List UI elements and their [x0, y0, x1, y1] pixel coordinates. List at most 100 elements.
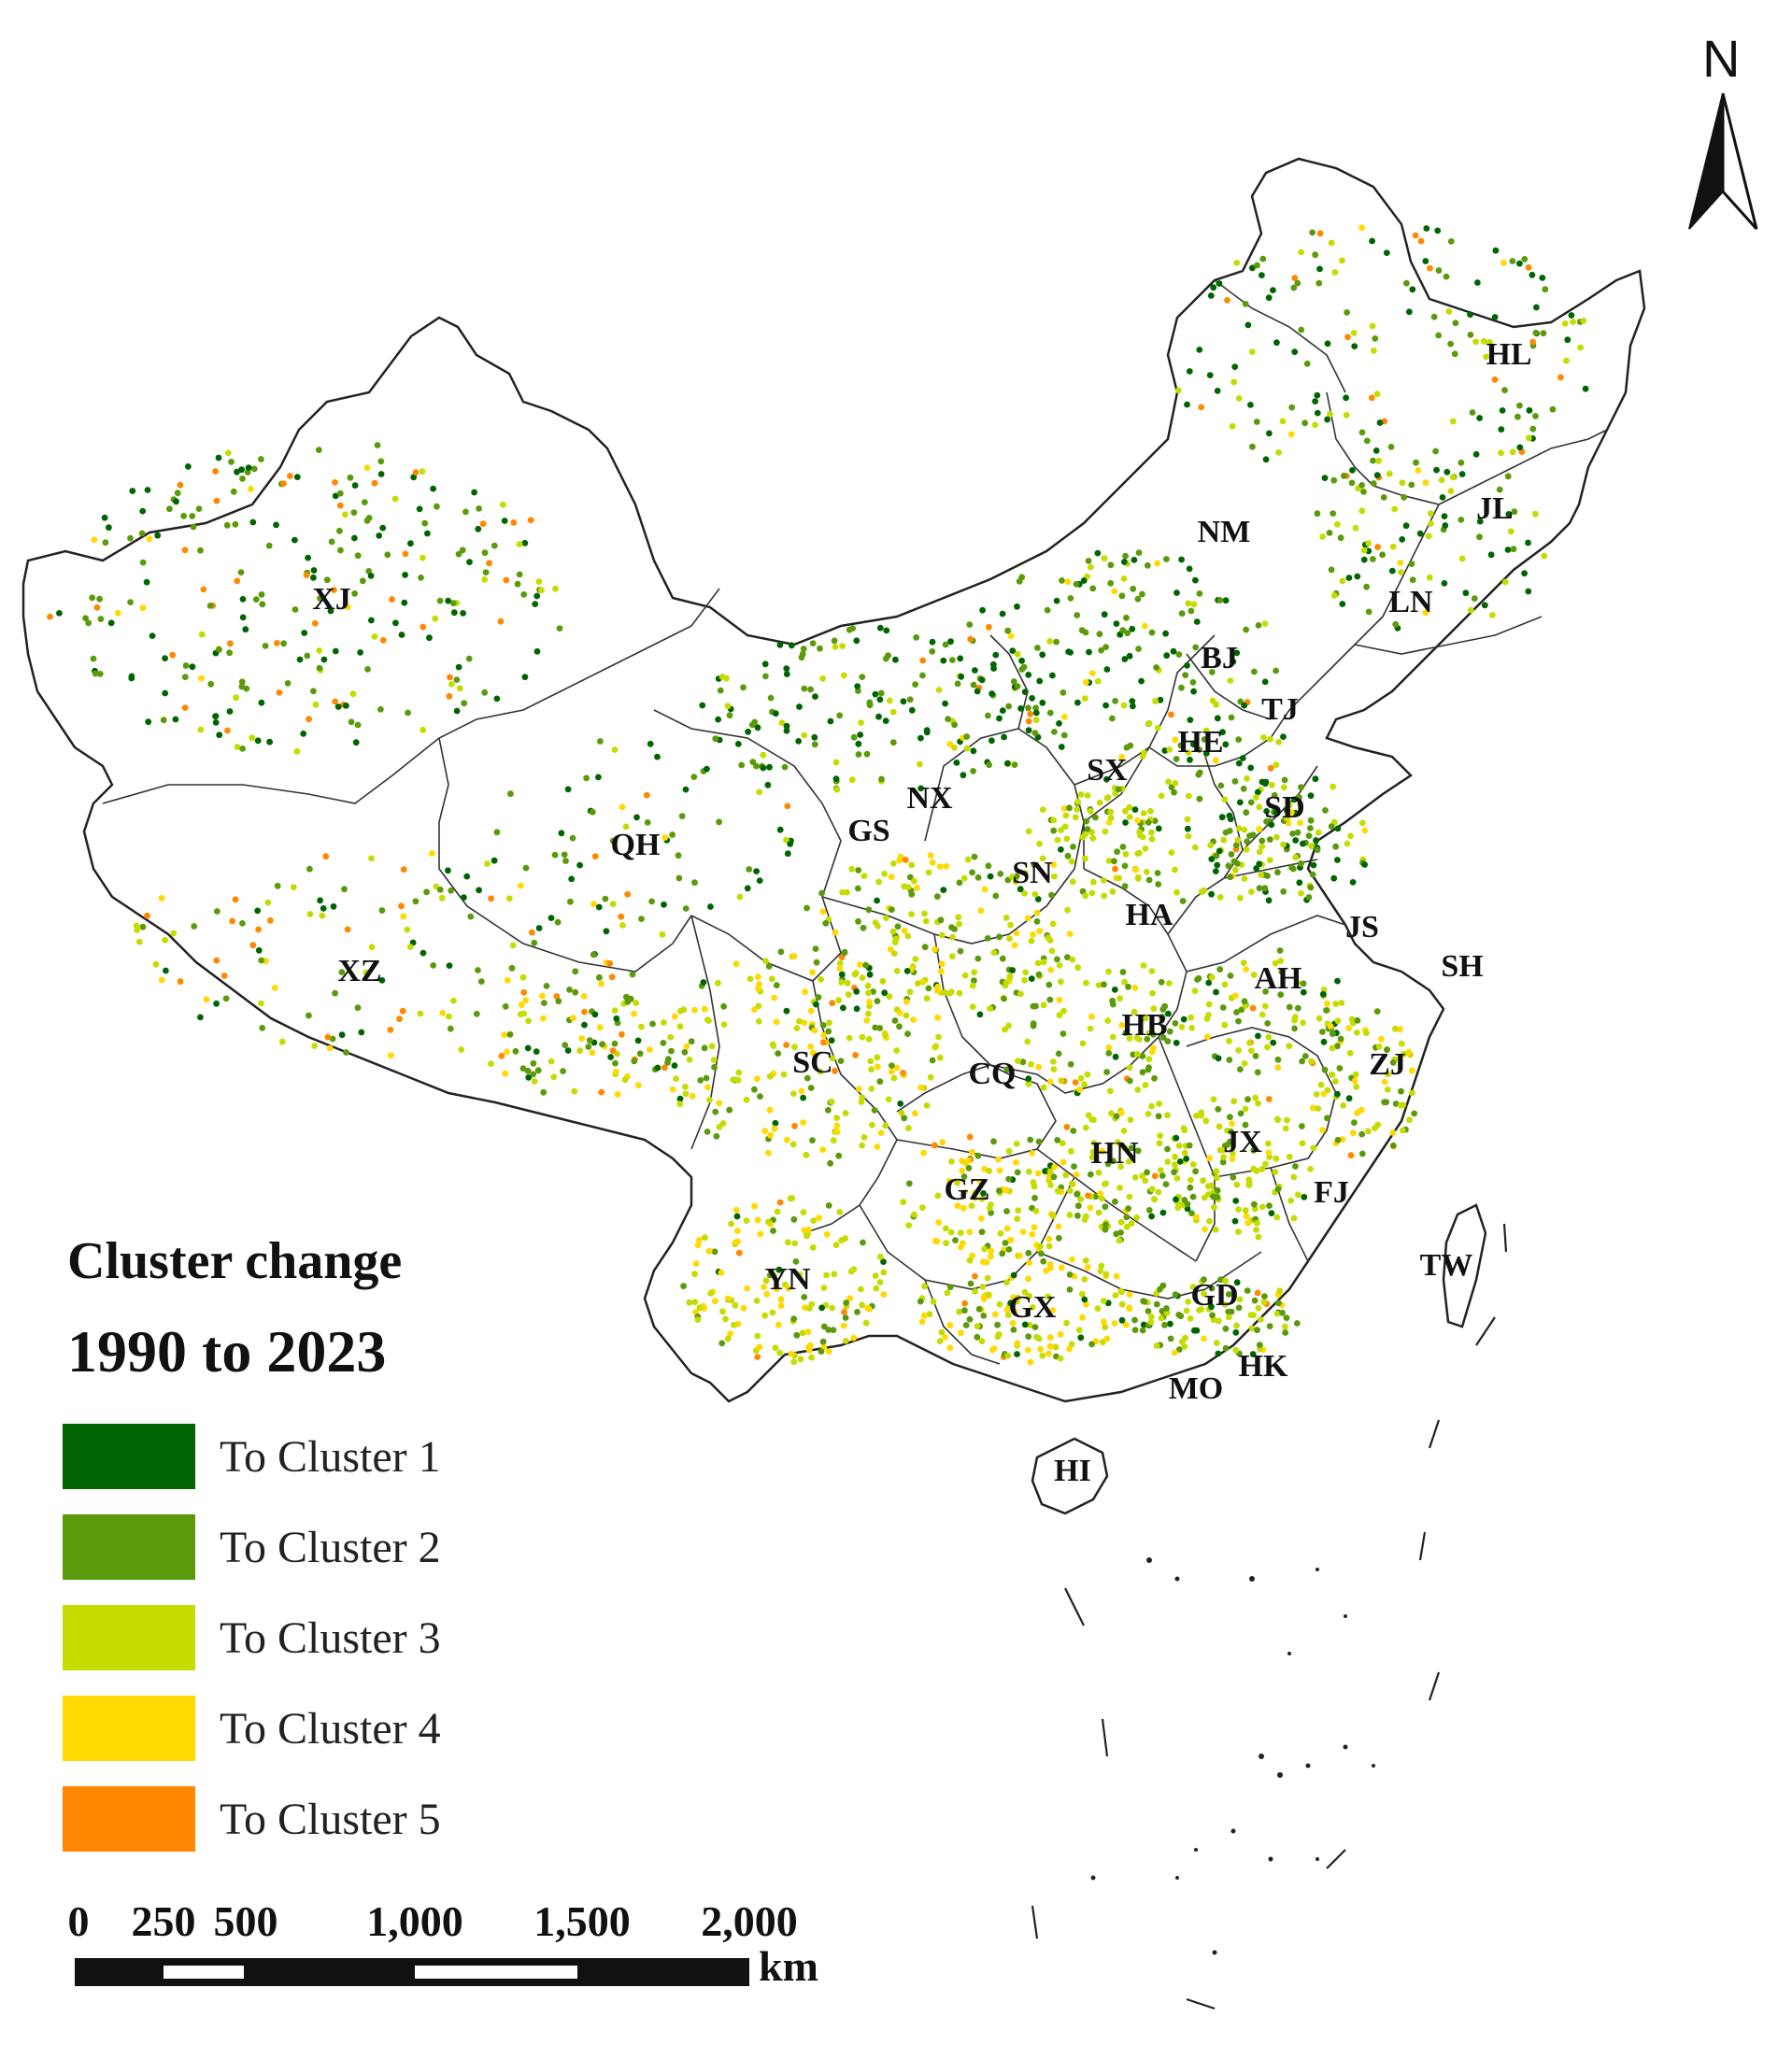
cluster-point: [1148, 968, 1156, 974]
cluster-point: [1128, 1220, 1135, 1227]
cluster-point: [228, 459, 235, 465]
cluster-point: [1381, 1078, 1388, 1086]
cluster-point: [1529, 338, 1537, 346]
cluster-point: [1220, 1146, 1228, 1154]
cluster-point: [1029, 1150, 1035, 1157]
cluster-point: [1330, 783, 1337, 790]
cluster-point: [1094, 677, 1102, 685]
cluster-point: [1074, 612, 1081, 618]
cluster-point: [264, 899, 272, 906]
cluster-point: [985, 712, 991, 719]
cluster-point: [891, 939, 899, 945]
cluster-point: [999, 1250, 1006, 1257]
cluster-point: [740, 684, 747, 691]
cluster-point: [609, 901, 617, 908]
cluster-point: [974, 873, 982, 881]
cluster-point: [1148, 629, 1156, 636]
cluster-point: [497, 618, 505, 625]
cluster-point: [461, 700, 468, 707]
cluster-point: [1222, 1325, 1230, 1332]
cluster-point: [1040, 959, 1047, 966]
cluster-point: [762, 1277, 770, 1285]
cluster-point: [518, 882, 524, 889]
cluster-point: [1066, 1212, 1074, 1218]
cluster-point: [990, 1138, 997, 1145]
cluster-point: [1444, 468, 1451, 476]
cluster-point: [874, 1054, 881, 1061]
cluster-point: [1400, 1101, 1407, 1109]
cluster-point: [1262, 1160, 1269, 1168]
cluster-point: [1196, 590, 1203, 597]
cluster-point: [1053, 597, 1060, 604]
cluster-point: [1312, 251, 1319, 259]
scale-tick-label: 1,000: [366, 1897, 463, 1945]
cluster-point: [398, 632, 405, 638]
cluster-point: [162, 689, 169, 697]
cluster-point: [1188, 1210, 1195, 1216]
cluster-point: [1347, 1152, 1355, 1159]
cluster-point: [1139, 1172, 1145, 1180]
cluster-point: [364, 666, 371, 673]
cluster-point: [1259, 255, 1267, 263]
cluster-point: [1449, 418, 1457, 425]
cluster-point: [760, 751, 767, 759]
cluster-point: [1102, 644, 1109, 650]
cluster-point: [1096, 631, 1103, 638]
cluster-point: [956, 1308, 962, 1315]
cluster-point: [1319, 533, 1326, 540]
cluster-point: [959, 1157, 966, 1165]
cluster-point: [1207, 842, 1215, 849]
cluster-point: [1252, 1053, 1259, 1059]
cluster-point: [481, 549, 489, 557]
cluster-point: [1182, 672, 1189, 678]
cluster-point: [1077, 1334, 1085, 1342]
cluster-point: [597, 738, 604, 745]
cluster-point: [844, 888, 850, 896]
cluster-point: [906, 988, 914, 996]
cluster-point: [1299, 1058, 1305, 1065]
cluster-point: [1294, 279, 1301, 287]
cluster-point: [254, 907, 262, 915]
cluster-point: [1233, 260, 1241, 266]
cluster-point: [791, 1122, 798, 1129]
cluster-point: [1261, 885, 1269, 892]
cluster-point: [1345, 1025, 1353, 1031]
cluster-point: [1129, 698, 1136, 704]
cluster-point: [811, 733, 818, 741]
cluster-point: [1216, 1123, 1223, 1130]
cluster-point: [942, 1225, 949, 1232]
cluster-point: [756, 788, 763, 796]
cluster-point: [1441, 580, 1448, 587]
cluster-point: [1236, 799, 1244, 806]
cluster-point: [1327, 1023, 1334, 1030]
cluster-point: [1280, 888, 1287, 895]
cluster-point: [761, 1312, 769, 1319]
cluster-point: [1126, 652, 1133, 660]
cluster-point: [581, 1008, 588, 1015]
cluster-point: [1474, 279, 1481, 286]
cluster-point: [1109, 1033, 1116, 1041]
cluster-point: [837, 1058, 845, 1064]
cluster-point: [754, 1216, 761, 1224]
cluster-point: [1320, 1038, 1328, 1045]
cluster-point: [1273, 667, 1279, 675]
cluster-point: [1131, 1008, 1138, 1015]
cluster-point: [82, 615, 89, 622]
cluster-point: [979, 1284, 987, 1290]
cluster-point: [1145, 1064, 1152, 1071]
cluster-point: [961, 972, 969, 979]
cluster-point: [1202, 750, 1210, 757]
cluster-point: [1088, 563, 1094, 571]
cluster-point: [1074, 1202, 1082, 1210]
cluster-point: [872, 690, 879, 698]
cluster-point: [967, 1280, 974, 1287]
cluster-point: [864, 982, 872, 989]
cluster-point: [830, 1327, 837, 1333]
cluster-point: [598, 1088, 605, 1096]
cluster-point: [969, 1252, 975, 1259]
cluster-point: [139, 923, 147, 930]
cluster-point: [974, 955, 982, 962]
cluster-point: [1131, 806, 1139, 813]
cluster-point: [1510, 546, 1517, 553]
cluster-point: [1015, 1207, 1022, 1214]
